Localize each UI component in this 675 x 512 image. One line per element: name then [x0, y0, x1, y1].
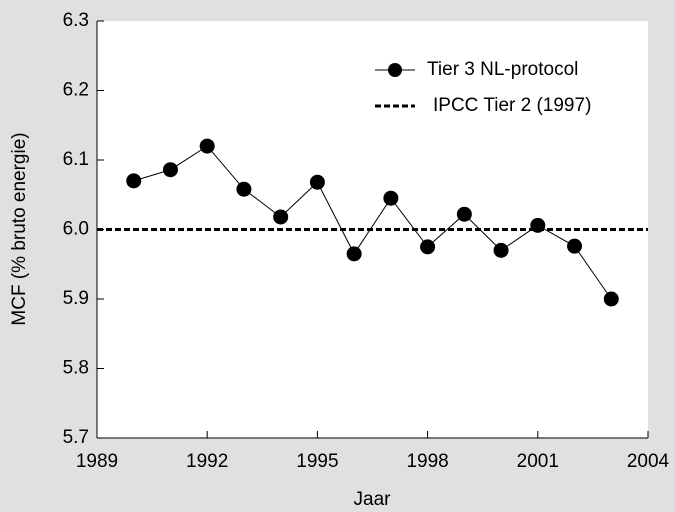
y-tick-label: 6.2: [63, 80, 89, 101]
x-axis-label: Jaar: [354, 489, 392, 510]
data-point: [126, 173, 142, 189]
x-tick-label: 2001: [517, 451, 559, 472]
x-tick-label: 1992: [186, 451, 228, 472]
legend-label: IPCC Tier 2 (1997): [433, 95, 591, 116]
data-point: [309, 174, 325, 190]
y-tick-label: 5.7: [63, 427, 89, 448]
y-tick-label: 6.3: [63, 10, 89, 31]
data-point: [162, 162, 178, 178]
x-tick-label: 1995: [296, 451, 338, 472]
data-point: [346, 246, 362, 262]
y-axis-label: MCF (% bruto energie): [9, 132, 30, 325]
y-tick-label: 5.8: [63, 358, 89, 379]
x-tick-label: 1998: [406, 451, 448, 472]
x-tick-label: 2004: [627, 451, 670, 472]
data-point: [383, 190, 399, 206]
data-point: [273, 209, 289, 225]
y-tick-label: 5.9: [63, 288, 89, 309]
data-point: [493, 242, 509, 258]
x-tick-label: 1989: [76, 451, 118, 472]
data-point: [199, 138, 215, 154]
legend-marker: [388, 63, 402, 77]
data-point: [567, 238, 583, 254]
legend-label: Tier 3 NL-protocol: [427, 59, 578, 80]
data-point: [603, 291, 619, 307]
y-tick-label: 6.1: [63, 149, 89, 170]
y-tick-label: 6.0: [63, 219, 89, 240]
data-point: [236, 181, 252, 197]
data-point: [456, 206, 472, 222]
data-point: [420, 239, 436, 255]
